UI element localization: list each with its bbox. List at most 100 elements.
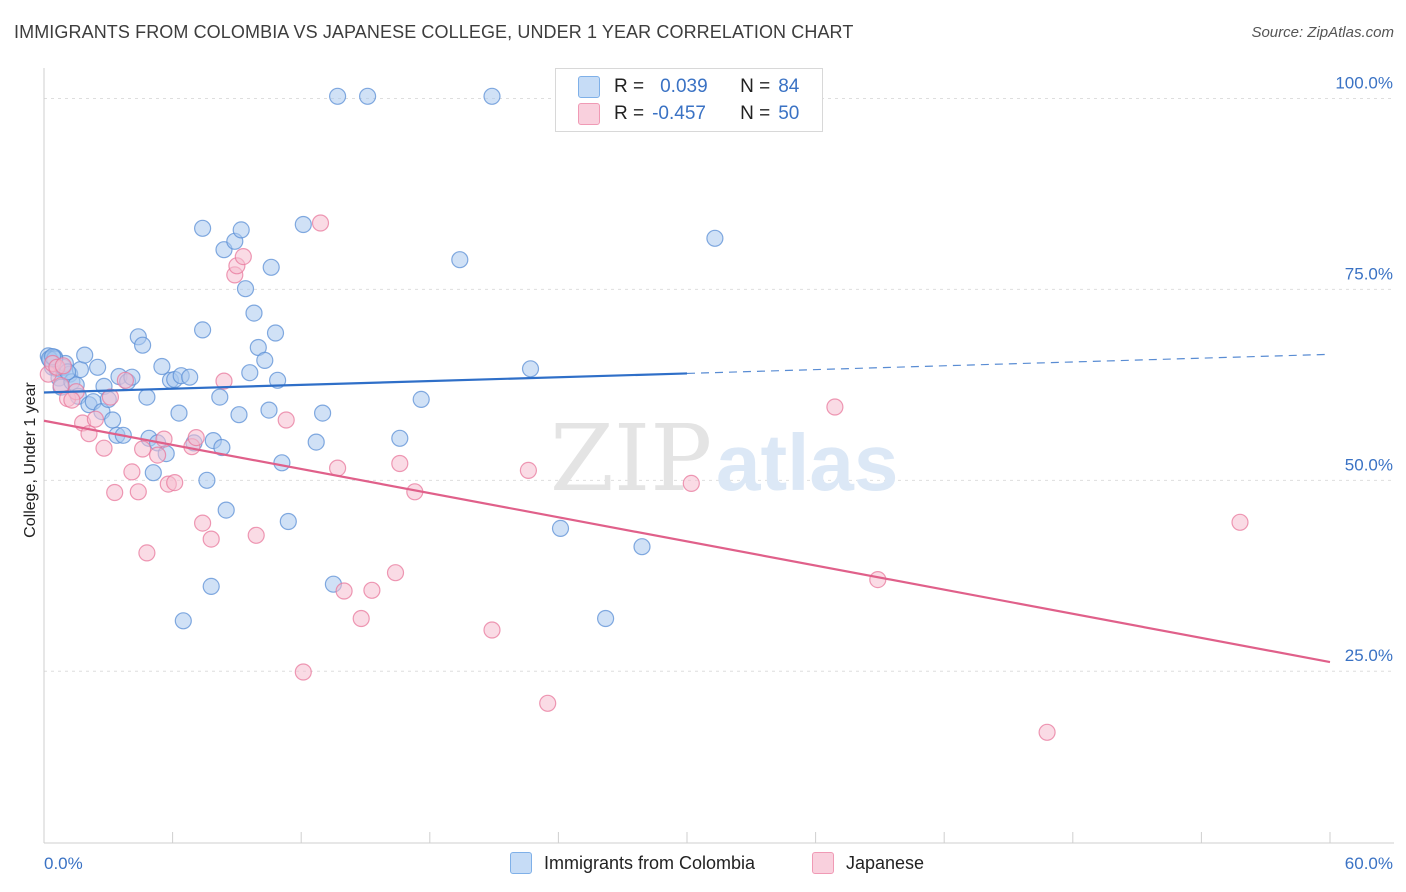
legend-n-label: N = <box>740 103 771 124</box>
watermark-atlas: atlas <box>716 418 898 507</box>
data-point <box>266 324 285 342</box>
trend-line-colombia <box>43 372 688 394</box>
legend: R = 0.039 N = 84 R = -0.457 N = 50 <box>555 68 823 132</box>
legend-r-label: R = <box>614 76 645 97</box>
data-point <box>54 357 72 375</box>
data-point <box>1038 723 1056 741</box>
data-point <box>311 214 330 232</box>
data-point <box>153 357 171 376</box>
data-point <box>260 401 278 419</box>
data-point <box>682 474 700 492</box>
data-point <box>277 411 295 429</box>
data-point <box>363 581 381 599</box>
legend-r-label: R = <box>614 103 645 124</box>
data-point <box>213 438 231 457</box>
legend-n-value: 50 <box>778 103 800 124</box>
bottom-legend-japanese: Japanese <box>812 852 924 874</box>
data-point <box>211 388 229 406</box>
data-point <box>483 87 501 105</box>
data-point <box>241 364 259 382</box>
x-tick-label: 0.0% <box>44 854 83 873</box>
legend-row-japanese: R = -0.457 N = 50 <box>578 102 799 126</box>
data-point <box>134 440 152 458</box>
data-point <box>826 398 844 416</box>
data-point <box>194 321 212 339</box>
data-point <box>134 336 152 354</box>
data-point <box>539 694 557 712</box>
y-tick-label: 100.0% <box>1335 74 1393 93</box>
data-point <box>138 544 156 562</box>
data-point <box>386 564 405 582</box>
data-point <box>101 388 120 406</box>
legend-n-value: 84 <box>778 76 800 97</box>
data-point <box>314 404 332 422</box>
source-label: Source: ZipAtlas.com <box>1251 24 1394 41</box>
data-point <box>144 464 162 482</box>
series-points <box>39 87 1249 741</box>
trend-line-japanese <box>43 419 1331 664</box>
data-point <box>483 621 501 639</box>
data-point <box>230 406 248 424</box>
data-point <box>194 514 212 532</box>
data-point <box>262 258 280 276</box>
data-point <box>215 372 233 390</box>
data-point <box>234 248 252 266</box>
data-point <box>103 411 122 429</box>
trend-line-colombia-extrapolated <box>686 353 1331 375</box>
data-point <box>596 609 615 628</box>
data-point <box>391 454 409 473</box>
legend-row-colombia: R = 0.039 N = 84 <box>578 75 799 99</box>
data-point <box>245 304 263 322</box>
data-point <box>359 87 377 105</box>
data-point <box>116 371 135 389</box>
data-point <box>170 404 188 422</box>
y-tick-label: 50.0% <box>1345 455 1393 474</box>
data-point <box>869 570 887 589</box>
data-point <box>412 390 430 408</box>
data-point <box>551 519 570 538</box>
legend-swatch-colombia <box>578 76 600 98</box>
series-japanese <box>39 214 1249 741</box>
data-point <box>187 429 205 447</box>
data-point <box>181 368 199 386</box>
data-point <box>307 433 325 451</box>
data-point <box>76 346 94 364</box>
bottom-legend-colombia: Immigrants from Colombia <box>510 852 755 874</box>
legend-r-value: -0.457 <box>652 103 706 124</box>
data-point <box>174 612 192 630</box>
data-point <box>236 280 255 298</box>
bottom-legend-label-colombia: Immigrants from Colombia <box>544 852 756 873</box>
bottom-legend-label-japanese: Japanese <box>846 852 925 873</box>
data-point <box>335 582 353 600</box>
y-axis-title: College, Under 1 year <box>22 382 39 538</box>
bottom-legend-swatch-japanese <box>812 852 834 874</box>
data-point <box>521 360 540 378</box>
data-point <box>88 358 107 376</box>
data-point <box>86 410 105 428</box>
legend-swatch-japanese <box>578 103 600 125</box>
data-point <box>294 663 312 681</box>
data-point <box>1231 513 1249 531</box>
gridlines <box>44 98 1394 672</box>
watermark: ZIP atlas <box>550 405 898 512</box>
trend-lines <box>43 353 1331 664</box>
data-point <box>123 463 141 481</box>
chart-title: IMMIGRANTS FROM COLOMBIA VS JAPANESE COL… <box>14 22 854 42</box>
y-tick-label: 75.0% <box>1345 264 1393 283</box>
data-point <box>232 221 250 239</box>
data-point <box>352 609 370 628</box>
data-point <box>138 388 156 406</box>
data-point <box>63 391 81 409</box>
y-tick-label: 25.0% <box>1345 646 1393 665</box>
data-point <box>202 577 220 596</box>
data-point <box>519 461 538 479</box>
bottom-legend: Immigrants from Colombia Japanese <box>0 852 1406 878</box>
data-point <box>273 454 291 472</box>
data-point <box>166 474 184 492</box>
data-point <box>451 251 469 269</box>
legend-n-label: N = <box>740 76 771 97</box>
watermark-zip: ZIP <box>550 405 712 512</box>
x-ticks <box>43 832 1331 843</box>
x-tick-labels: 0.0% 60.0% <box>44 854 1393 873</box>
